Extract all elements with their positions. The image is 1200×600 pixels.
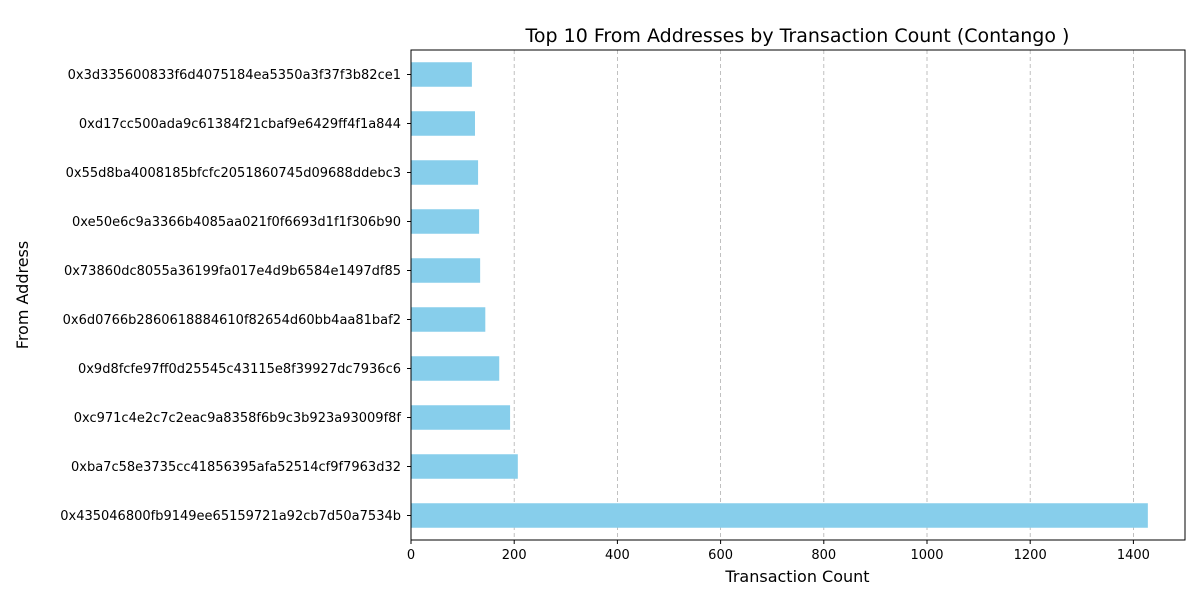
y-tick-label: 0x3d335600833f6d4075184ea5350a3f37f3b82c… [68, 68, 401, 83]
x-tick-label: 200 [502, 548, 527, 563]
x-tick-label: 1200 [1014, 548, 1047, 563]
y-tick-label: 0xba7c58e3735cc41856395afa52514cf9f7963d… [71, 460, 401, 475]
bar [411, 307, 486, 332]
bar [411, 356, 500, 381]
bar [411, 454, 518, 479]
bar [411, 111, 475, 136]
y-tick-label: 0xe50e6c9a3366b4085aa021f0f6693d1f1f306b… [72, 215, 401, 230]
x-axis-label: Transaction Count [724, 567, 869, 586]
x-tick-label: 400 [605, 548, 630, 563]
plot-frame [410, 49, 1186, 541]
bar [411, 160, 479, 185]
bar [411, 209, 480, 234]
bars [411, 62, 1148, 528]
y-tick-label: 0x9d8fcfe97ff0d25545c43115e8f39927dc7936… [78, 362, 401, 377]
bar [411, 62, 472, 87]
bar [411, 503, 1148, 528]
y-tick-label: 0x55d8ba4008185bfcfc2051860745d09688ddeb… [66, 166, 401, 181]
chart-title: Top 10 From Addresses by Transaction Cou… [525, 25, 1070, 47]
y-tick-label: 0x73860dc8055a36199fa017e4d9b6584e1497df… [64, 264, 401, 279]
bar [411, 405, 511, 430]
y-tick-label: 0x435046800fb9149ee65159721a92cb7d50a753… [60, 509, 401, 524]
y-tick-label: 0xd17cc500ada9c61384f21cbaf9e6429ff4f1a8… [79, 117, 401, 132]
x-tick-label: 0 [407, 548, 415, 563]
y-tick-label: 0xc971c4e2c7c2eac9a8358f6b9c3b923a93009f… [74, 411, 402, 426]
bar [411, 258, 481, 283]
x-tick-label: 1000 [910, 548, 943, 563]
x-tick-label: 600 [708, 548, 733, 563]
axes: 0x435046800fb9149ee65159721a92cb7d50a753… [60, 49, 1186, 563]
y-axis-label: From Address [13, 241, 32, 349]
x-tick-label: 1400 [1117, 548, 1150, 563]
x-tick-label: 800 [811, 548, 836, 563]
y-tick-label: 0x6d0766b2860618884610f82654d60bb4aa81ba… [63, 313, 401, 328]
grid-lines [513, 50, 1134, 540]
